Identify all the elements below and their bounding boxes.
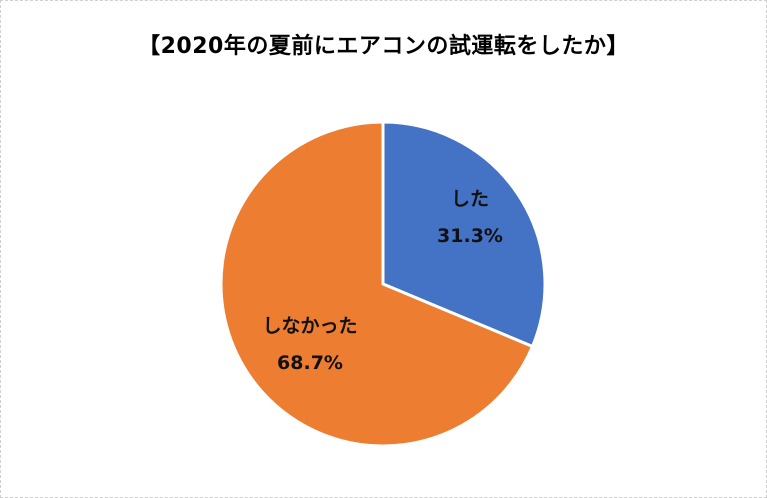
chart-title: 【2020年の夏前にエアコンの試運転をしたか】 xyxy=(138,34,629,59)
slice-value-did-not: 68.7% xyxy=(277,352,343,374)
slice-label-did-not: しなかった 68.7% xyxy=(250,311,370,374)
slice-label-did: した 31.3% xyxy=(420,184,520,247)
pie-slice-did-not xyxy=(219,120,534,448)
slice-name-did-not: しなかった xyxy=(262,315,358,337)
pie-slice-did xyxy=(381,120,547,348)
slice-value-did: 31.3% xyxy=(437,225,503,247)
slice-name-did: した xyxy=(450,188,489,210)
